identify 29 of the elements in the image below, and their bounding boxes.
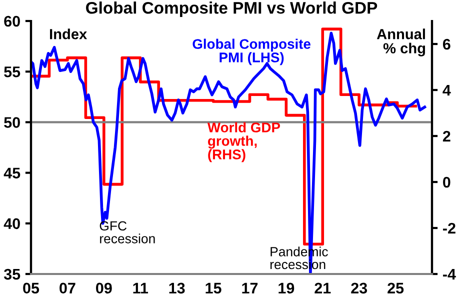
x-tick-label: 15 (206, 282, 222, 294)
x-tick-label: 13 (169, 282, 185, 294)
x-tick-label: 19 (278, 282, 294, 294)
y-tick-label: 55 (4, 66, 20, 78)
series-label: World GDP growth, (RHS) (207, 122, 280, 162)
annotation: GFC recession (100, 221, 155, 244)
y-tick-label: 40 (4, 218, 20, 230)
y-tick-label: 60 (4, 16, 20, 27)
x-tick-label: 05 (23, 282, 40, 294)
y-tick-label: 50 (4, 117, 20, 128)
series-label: Global Composite PMI (LHS) (192, 38, 310, 66)
x-tick-label: 17 (242, 282, 258, 294)
x-tick-label: 25 (388, 282, 404, 294)
x-tick-label: 21 (314, 282, 331, 294)
y-tick-label: 35 (4, 268, 20, 280)
y2-tick-label: 0 (443, 176, 450, 188)
x-tick-label: 11 (133, 282, 148, 294)
y-tick-label: 45 (4, 168, 20, 178)
x-tick-label: 23 (351, 282, 368, 294)
x-tick-label: 09 (96, 282, 112, 294)
y2-tick-label: 4 (442, 85, 451, 96)
y2-tick-label: -2 (443, 222, 456, 234)
y2-tick-label: 2 (442, 130, 450, 142)
y2-tick-label: 6 (442, 38, 450, 50)
chart-title: Global Composite PMI vs World GDP (86, 2, 378, 18)
annotation: Index (50, 28, 88, 40)
x-tick-label: 07 (60, 282, 76, 294)
annotation: Annual % chg (376, 28, 426, 56)
y2-tick-label: -4 (443, 269, 456, 280)
